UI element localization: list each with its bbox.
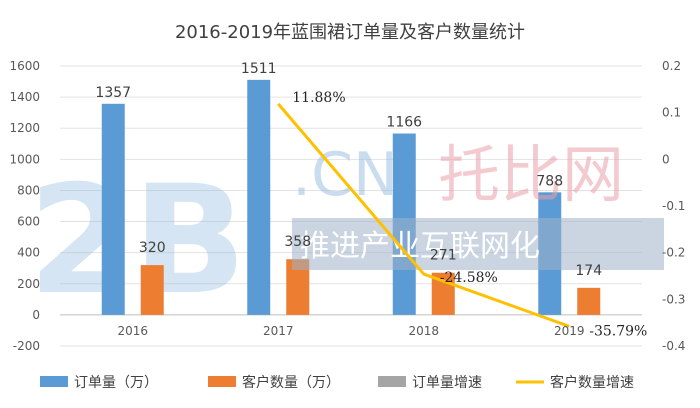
bar-orders [101, 103, 125, 315]
legend-label: 订单量增速 [412, 375, 482, 391]
x-tick-label: 2018 [408, 324, 439, 338]
watermark-back: 2B .CN [28, 140, 398, 328]
data-label-customers: 271 [430, 248, 457, 264]
line-marks [277, 102, 570, 328]
data-labels: 1357 1511 1166 788 320 358 271 174 11.88% -24.58%… [95, 61, 647, 340]
y-right-tick-label: 0.2 [662, 59, 681, 73]
watermark-slogan-band [292, 218, 664, 270]
bar-customers [286, 259, 310, 315]
y-left-tick-label: 400 [17, 246, 40, 260]
watermark-brand: 托比网 [438, 138, 624, 211]
x-tick-label: 2019 [554, 324, 585, 338]
legend-label: 客户数量增速 [550, 374, 634, 391]
y-right-tick-label: -0.1 [662, 199, 685, 213]
data-label-customer-growth: 11.88% [292, 90, 345, 106]
data-label-orders: 1511 [241, 61, 277, 77]
y-left-tick-label: 0 [32, 308, 40, 322]
legend-swatch [208, 376, 236, 387]
axis-ticks: 1600 1400 1200 1000 800 600 400 200 0 -200 0.2 0.1 0… [9, 59, 685, 353]
watermark-logo-2b: 2B [28, 154, 247, 328]
data-label-customers: 174 [575, 263, 602, 279]
data-label-customers: 320 [139, 240, 166, 256]
legend: 订单量（万） 客户数量（万） 订单量增速 客户数量增速 [40, 374, 634, 391]
line-customer-growth [277, 102, 570, 328]
y-right-tick-label: -0.4 [662, 339, 685, 353]
legend-swatch [40, 376, 68, 387]
legend-swatch [378, 376, 406, 387]
y-right-tick-label: 0.1 [662, 106, 681, 120]
data-label-orders: 1357 [95, 85, 131, 101]
y-right-tick-label: 0 [662, 152, 670, 166]
y-left-tick-label: 800 [17, 183, 40, 197]
chart-title: 2016-2019年蓝围裙订单量及客户数量统计 [175, 22, 525, 43]
watermark-slogan: 推进产业互联网化 [300, 229, 540, 264]
watermark-logo-cn: .CN [292, 140, 398, 210]
y-left-tick-label: 1400 [9, 90, 40, 104]
legend-label: 客户数量（万） [242, 374, 340, 391]
bar-customers [577, 287, 601, 315]
data-label-customers: 358 [284, 234, 311, 250]
data-label-orders: 788 [536, 173, 563, 189]
x-tick-label: 2016 [117, 324, 148, 338]
y-left-tick-label: 600 [17, 215, 40, 229]
y-left-tick-label: 1000 [9, 152, 40, 166]
data-label-orders: 1166 [386, 115, 422, 131]
y-left-tick-label: 1600 [9, 59, 40, 73]
data-label-customer-growth: -24.58% [440, 270, 498, 286]
data-label-customer-growth: -35.79% [589, 323, 647, 339]
legend-label: 订单量（万） [74, 375, 158, 391]
bar-orders [247, 79, 271, 315]
y-right-tick-label: -0.3 [662, 292, 685, 306]
y-left-tick-label: 200 [17, 277, 40, 291]
bar-customers [140, 265, 164, 315]
y-right-tick-label: -0.2 [662, 246, 685, 260]
y-left-tick-label: -200 [13, 339, 40, 353]
y-left-tick-label: 1200 [9, 121, 40, 135]
x-tick-label: 2017 [263, 324, 294, 338]
watermark-front: 托比网 推进产业互联网化 [292, 138, 664, 270]
